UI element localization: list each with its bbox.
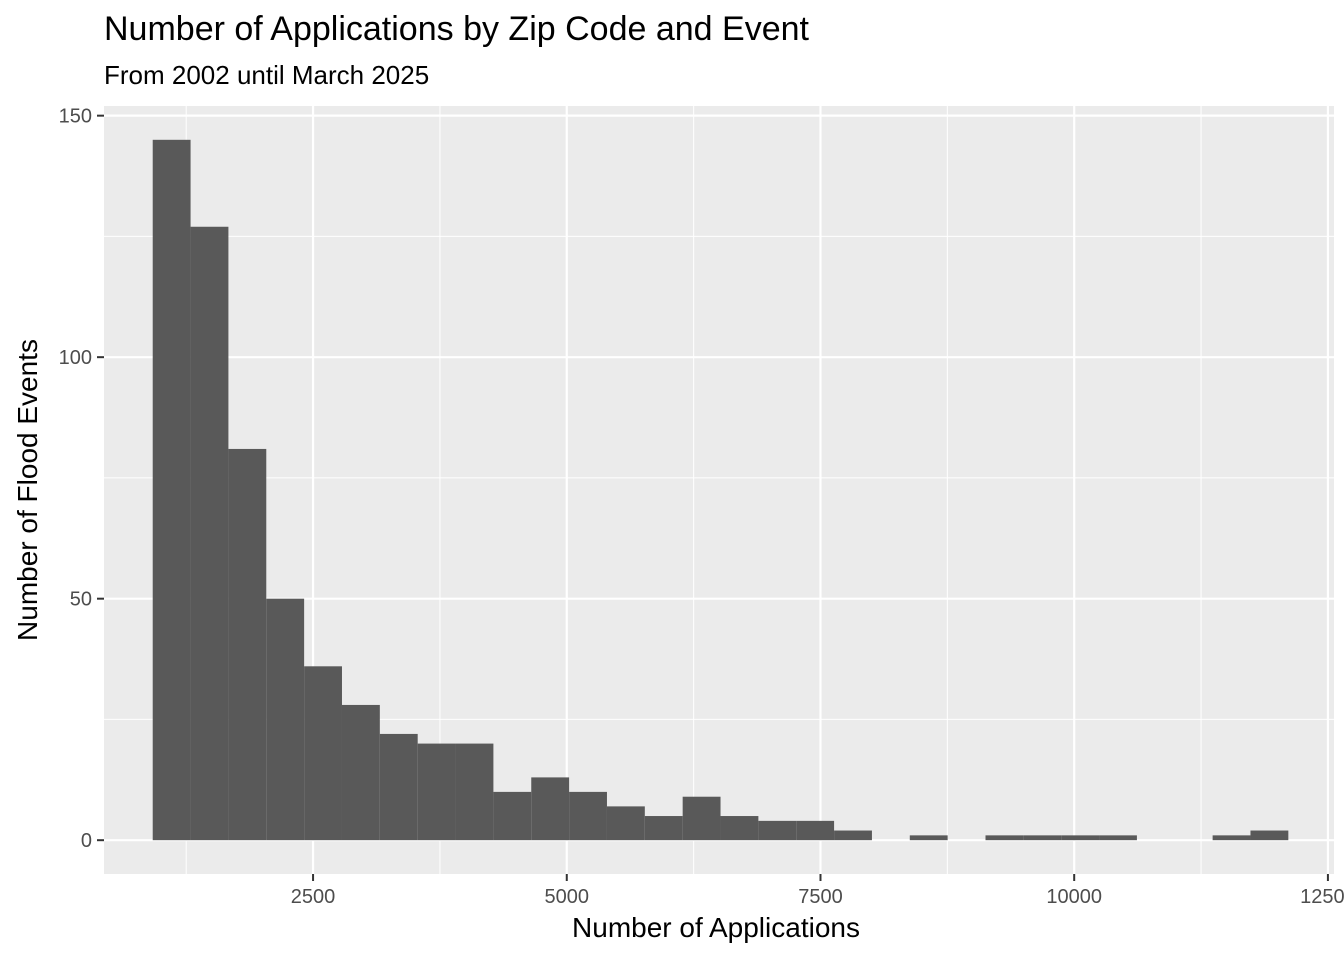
histogram-bar <box>682 796 721 841</box>
x-tick-label: 5000 <box>545 886 590 908</box>
y-tick-label: 150 <box>59 106 92 128</box>
y-axis-title: Number of Flood Events <box>12 339 43 641</box>
y-tick-label: 50 <box>70 589 92 611</box>
histogram-bars <box>152 139 1289 841</box>
histogram-bar <box>1250 830 1289 841</box>
y-tick-label: 100 <box>59 347 92 369</box>
y-axis: 0 50 100 150 <box>59 106 104 852</box>
histogram-bar <box>796 820 835 841</box>
y-tick-label: 0 <box>81 830 92 852</box>
histogram-bar <box>455 743 494 841</box>
x-tick-label: 10000 <box>1046 886 1102 908</box>
histogram-bar <box>644 816 683 841</box>
x-tick-label: 2500 <box>291 886 336 908</box>
histogram-bar <box>304 666 342 841</box>
histogram-bar <box>493 791 532 841</box>
x-tick-label: 7500 <box>798 886 843 908</box>
histogram-bar <box>569 791 607 841</box>
histogram-bar <box>152 139 191 841</box>
histogram-bar <box>1099 835 1137 841</box>
histogram-bar <box>341 704 380 841</box>
histogram-bar <box>190 226 229 841</box>
histogram-bar <box>531 777 570 841</box>
histogram-bar <box>1061 835 1100 841</box>
x-axis: 2500 5000 7500 10000 12500 <box>291 874 1344 908</box>
histogram-bar <box>606 806 645 841</box>
chart-title: Number of Applications by Zip Code and E… <box>104 10 810 48</box>
x-tick-label: 12500 <box>1300 886 1344 908</box>
histogram-bar <box>228 448 267 841</box>
chart-subtitle: From 2002 until March 2025 <box>104 60 429 90</box>
histogram-bar <box>266 598 305 841</box>
histogram-bar <box>417 743 456 841</box>
histogram-bar <box>834 830 872 841</box>
histogram-bar <box>1212 835 1251 841</box>
histogram-bar <box>720 816 759 841</box>
histogram-bar <box>985 835 1024 841</box>
histogram-bar <box>1023 835 1062 841</box>
histogram-bar <box>379 733 418 841</box>
histogram-bar <box>758 820 797 841</box>
x-axis-title: Number of Applications <box>572 912 860 943</box>
histogram-bar <box>909 835 948 841</box>
